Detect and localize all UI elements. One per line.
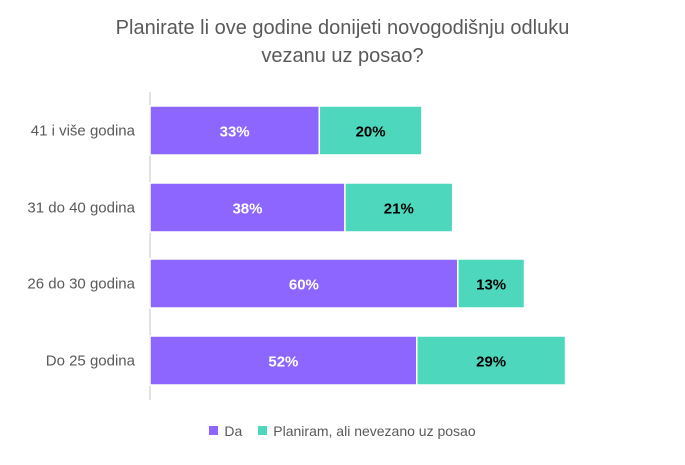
bar-da (149, 105, 321, 156)
legend-swatch (258, 426, 268, 435)
category-label: 41 i više godina (31, 123, 136, 140)
legend-swatch (209, 426, 219, 435)
category-label: 26 do 30 godina (27, 276, 135, 293)
data-label: 52% (268, 354, 298, 371)
bar-da (149, 335, 418, 386)
chart-title: Planirate li ove godine donijeti novogod… (0, 14, 685, 70)
chart-title-line-1: Planirate li ove godine donijeti novogod… (115, 17, 570, 39)
bar-planiram (416, 335, 567, 386)
chart-title-line-2: vezanu uz posao? (261, 45, 424, 67)
bar-da (149, 258, 459, 309)
legend-item: Da (209, 423, 242, 439)
category-label: Do 25 godina (46, 353, 136, 370)
bar-planiram (344, 182, 454, 233)
legend-label: Da (224, 422, 243, 439)
data-label: 33% (220, 124, 250, 141)
data-label: 29% (476, 354, 506, 371)
data-label: 13% (476, 277, 506, 294)
data-label: 20% (356, 124, 386, 141)
bar-planiram (318, 105, 423, 156)
data-label: 60% (289, 277, 319, 294)
legend-label: Planiram, ali nevezano uz posao (273, 422, 476, 439)
category-label: 31 do 40 godina (27, 200, 135, 217)
data-label: 21% (384, 201, 414, 218)
legend-item: Planiram, ali nevezano uz posao (258, 422, 476, 439)
data-label: 38% (232, 201, 262, 218)
bar-planiram (457, 258, 526, 309)
legend: Da Planiram, ali nevezano uz posao (0, 422, 685, 439)
